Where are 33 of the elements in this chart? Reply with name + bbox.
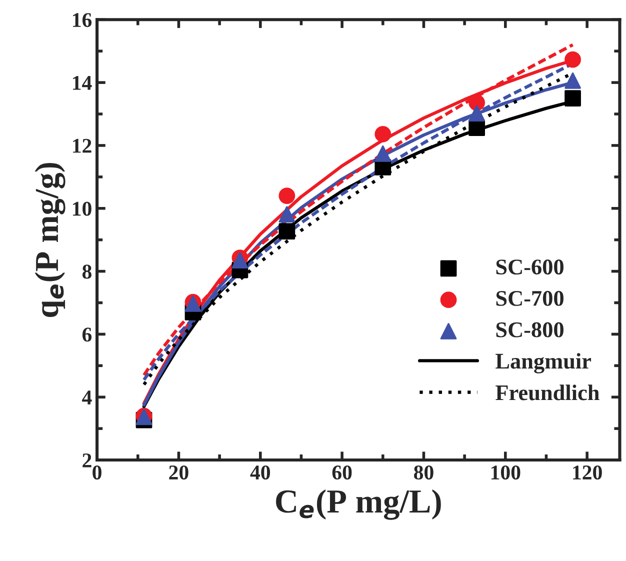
y-tick-label: 12 [73, 138, 92, 153]
legend-label: Freundlich [496, 384, 600, 400]
point [278, 188, 296, 204]
y-tick-label: 4 [82, 390, 92, 404]
point [564, 90, 581, 106]
point [564, 51, 581, 68]
legend-label: SC-800 [496, 322, 564, 338]
legend-label: SC-700 [496, 290, 564, 306]
point [468, 94, 485, 111]
y-axis-title: q$_{e}$(P mg/g) [34, 162, 66, 317]
x-axis-title: C$_{e}$(P mg/L) [276, 489, 441, 520]
point [468, 105, 485, 122]
x-tick-label: 80 [414, 465, 434, 480]
point [278, 223, 296, 240]
x-tick-label: 40 [250, 465, 270, 480]
x-tick-label: 60 [332, 465, 352, 480]
y-tick-label: 14 [73, 76, 92, 90]
x-tick-label: 100 [491, 465, 520, 480]
point [374, 145, 392, 162]
y-tick-label: 8 [82, 264, 92, 279]
legend-label: SC-600 [496, 260, 564, 275]
y-tick-label: 6 [82, 328, 92, 342]
y-tick-label: 2 [82, 453, 92, 468]
x-tick-label: 120 [573, 465, 602, 480]
point [564, 72, 581, 89]
legend-label: Langmuir [496, 353, 592, 374]
x-tick-label: 20 [169, 465, 188, 480]
y-tick-label: 10 [73, 202, 92, 216]
point [278, 206, 296, 223]
x-tick-label: 0 [92, 465, 102, 480]
point [374, 126, 392, 142]
y-tick-label: 16 [73, 13, 92, 28]
point [468, 120, 485, 136]
